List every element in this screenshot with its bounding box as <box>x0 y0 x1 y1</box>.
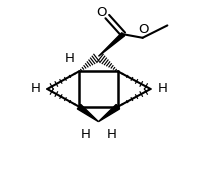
Text: O: O <box>96 6 106 19</box>
Text: H: H <box>30 82 40 96</box>
Polygon shape <box>99 104 120 122</box>
Text: O: O <box>138 23 149 36</box>
Text: H: H <box>107 128 117 141</box>
Text: H: H <box>80 128 90 141</box>
Polygon shape <box>77 104 99 122</box>
Text: H: H <box>64 52 74 65</box>
Polygon shape <box>99 33 125 56</box>
Text: H: H <box>158 82 167 96</box>
